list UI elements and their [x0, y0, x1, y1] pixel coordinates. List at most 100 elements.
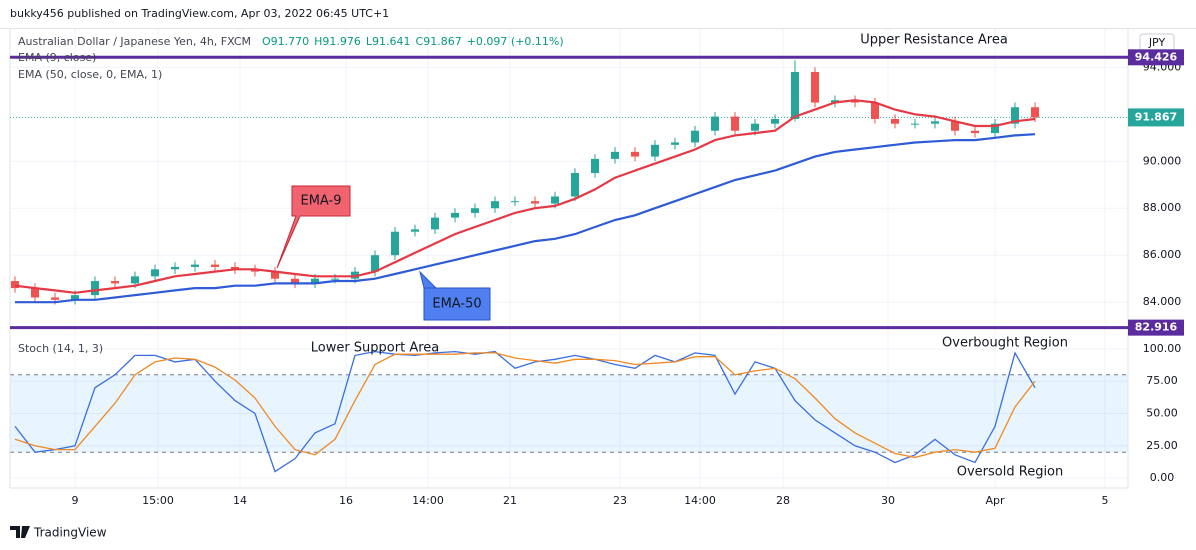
candle-body: [1011, 107, 1019, 124]
candle-body: [391, 231, 399, 256]
candle-body: [351, 271, 359, 279]
currency[interactable]: JPY: [1148, 36, 1166, 49]
candle-body: [631, 151, 639, 157]
candle-body: [31, 288, 39, 298]
stoch-band: [10, 374, 1128, 453]
candle-body: [571, 172, 579, 197]
candle-body: [111, 281, 119, 284]
ema-line: [15, 133, 1036, 304]
candle-body: [891, 118, 899, 124]
candle-body: [971, 130, 979, 134]
candle-body: [851, 100, 859, 103]
ema50-label: EMA-50: [432, 297, 481, 312]
y-tick-label: 88.000: [1143, 201, 1182, 214]
symbol-title: Australian Dollar / Japanese Yen, 4h, FX…: [18, 35, 251, 48]
x-tick-label: 14:00: [412, 494, 444, 507]
x-tick-label: 16: [339, 494, 353, 507]
oversold-annotation: Oversold Region: [957, 465, 1064, 480]
ema9-legend: EMA (9, close): [18, 51, 96, 64]
y-tick-label: 50.00: [1146, 406, 1178, 419]
ema9-label: EMA-9: [301, 194, 342, 209]
support-label: 82.916: [1135, 321, 1178, 334]
y-tick-label: 0.00: [1150, 471, 1175, 484]
candle-body: [451, 212, 459, 218]
ohlc-legend: O91.770 H91.976 L91.641 C91.867 +0.097 (+0.1…: [262, 35, 564, 48]
x-tick-label: 5: [1102, 494, 1109, 507]
candle-body: [231, 266, 239, 270]
y-tick-label: 86.000: [1143, 248, 1182, 261]
candle-body: [371, 255, 379, 272]
candle-body: [691, 130, 699, 143]
candle-body: [431, 217, 439, 230]
ema9-callout: [276, 185, 351, 269]
y-tick-label: 100.00: [1143, 342, 1182, 355]
candle-body: [151, 269, 159, 277]
ohlc-item: L91.641: [366, 35, 411, 48]
last-price-label: 91.867: [1135, 110, 1177, 123]
header-title: bukky456 published on TradingView.com, A…: [10, 7, 389, 20]
candle-body: [551, 196, 559, 204]
candle-body: [811, 72, 819, 103]
ohlc-item: H91.976: [314, 35, 361, 48]
candle-body: [71, 295, 79, 300]
x-tick-label: 28: [776, 494, 790, 507]
candle-body: [871, 102, 879, 119]
candle-body: [951, 121, 959, 131]
ohlc-item: C91.867: [416, 35, 462, 48]
candle-body: [931, 121, 939, 124]
y-tick-label: 25.00: [1146, 439, 1178, 452]
candle-body: [591, 158, 599, 173]
stoch-line: [14, 350, 1036, 473]
candle-body: [411, 229, 419, 232]
y-tick-label: 75.00: [1146, 374, 1178, 387]
candle-body: [311, 278, 319, 284]
candle-body: [1031, 107, 1039, 118]
resistance-label-box: [1128, 49, 1184, 66]
candle-body: [491, 201, 499, 209]
candle-body: [991, 123, 999, 134]
grid: [10, 29, 1128, 488]
ohlc-item: O91.770: [262, 35, 309, 48]
logo-icon: [10, 526, 30, 538]
axis: 9 15:00 14 16 14:00 21 23 14:00 28 30 Apr 5 84.000 86…: [72, 49, 1184, 507]
x-tick-label: 14:00: [684, 494, 716, 507]
candle-body: [211, 264, 219, 267]
candle-body: [271, 271, 279, 279]
candle-body: [731, 116, 739, 131]
stoch-line: [14, 352, 1036, 459]
candle-body: [331, 278, 339, 280]
y-tick-label: 90.000: [1143, 154, 1182, 167]
candle-body: [511, 201, 519, 203]
resistance-annotation: Upper Resistance Area: [860, 33, 1008, 48]
candle-body: [791, 72, 799, 119]
candle-body: [291, 278, 299, 284]
ema50-callout: [419, 270, 491, 321]
stoch-title: Stoch (14, 1, 3): [18, 342, 103, 355]
candle-body: [11, 281, 19, 289]
candle-body: [611, 151, 619, 159]
candle-body: [831, 100, 839, 103]
candle-body: [191, 264, 199, 267]
candle-body: [471, 208, 479, 213]
header-border: [0, 28, 1196, 29]
candle-body: [651, 144, 659, 157]
x-tick-label: 21: [503, 494, 517, 507]
overbought-annotation: Overbought Region: [942, 336, 1068, 351]
candle-body: [91, 281, 99, 296]
x-tick-label: 30: [881, 494, 895, 507]
x-tick-label: 14: [233, 494, 247, 507]
ema-line: [14, 99, 1036, 294]
candle-body: [531, 201, 539, 204]
x-tick-label: 15:00: [142, 494, 174, 507]
x-tick-label: 23: [613, 494, 627, 507]
candle-body: [751, 123, 759, 131]
last-price-box: [1128, 108, 1184, 127]
resistance-label: 94.426: [1135, 50, 1178, 63]
ohlc-item: +0.097 (+0.11%): [467, 35, 564, 48]
y-tick-label: 84.000: [1143, 295, 1182, 308]
candle-body: [51, 297, 59, 300]
x-tick-label: 9: [72, 494, 79, 507]
candle-body: [711, 116, 719, 131]
